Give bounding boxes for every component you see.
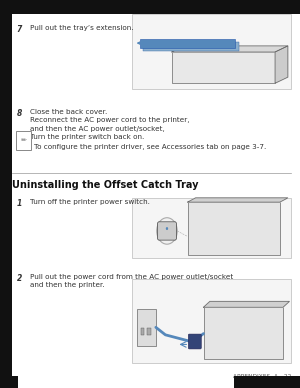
Text: 7: 7 [16, 25, 22, 34]
Text: 2: 2 [16, 274, 22, 282]
FancyBboxPatch shape [172, 52, 275, 83]
FancyBboxPatch shape [0, 376, 18, 388]
FancyBboxPatch shape [0, 0, 300, 14]
FancyBboxPatch shape [16, 131, 31, 150]
Polygon shape [188, 198, 288, 202]
FancyBboxPatch shape [137, 308, 156, 346]
FancyBboxPatch shape [140, 38, 236, 48]
Polygon shape [172, 46, 288, 52]
FancyBboxPatch shape [132, 14, 291, 89]
Text: 8: 8 [16, 109, 22, 118]
FancyBboxPatch shape [143, 42, 238, 51]
Text: To configure the printer driver, see Accessories tab on page 3-7.: To configure the printer driver, see Acc… [34, 144, 267, 149]
Text: Pull out the tray’s extension.: Pull out the tray’s extension. [30, 25, 134, 31]
Text: APPENDIXES  A - 22: APPENDIXES A - 22 [232, 374, 291, 379]
FancyBboxPatch shape [147, 328, 151, 335]
Polygon shape [204, 301, 290, 307]
FancyBboxPatch shape [141, 328, 144, 335]
Polygon shape [275, 46, 288, 83]
FancyBboxPatch shape [132, 198, 291, 258]
FancyBboxPatch shape [204, 307, 283, 359]
FancyBboxPatch shape [188, 334, 201, 349]
FancyBboxPatch shape [234, 376, 300, 388]
Text: Pull out the power cord from the AC power outlet/socket
and then the printer.: Pull out the power cord from the AC powe… [30, 274, 233, 288]
Text: Turn off the printer power switch.: Turn off the printer power switch. [30, 199, 150, 204]
Circle shape [157, 218, 177, 244]
Circle shape [166, 227, 168, 230]
Text: Close the back cover.
Reconnect the AC power cord to the printer,
and then the A: Close the back cover. Reconnect the AC p… [30, 109, 190, 140]
Text: ✏: ✏ [20, 138, 26, 144]
FancyBboxPatch shape [188, 202, 280, 255]
FancyBboxPatch shape [0, 8, 12, 388]
FancyBboxPatch shape [132, 279, 291, 363]
Text: Uninstalling the Offset Catch Tray: Uninstalling the Offset Catch Tray [12, 180, 199, 191]
FancyBboxPatch shape [158, 222, 176, 240]
Text: 1: 1 [16, 199, 22, 208]
